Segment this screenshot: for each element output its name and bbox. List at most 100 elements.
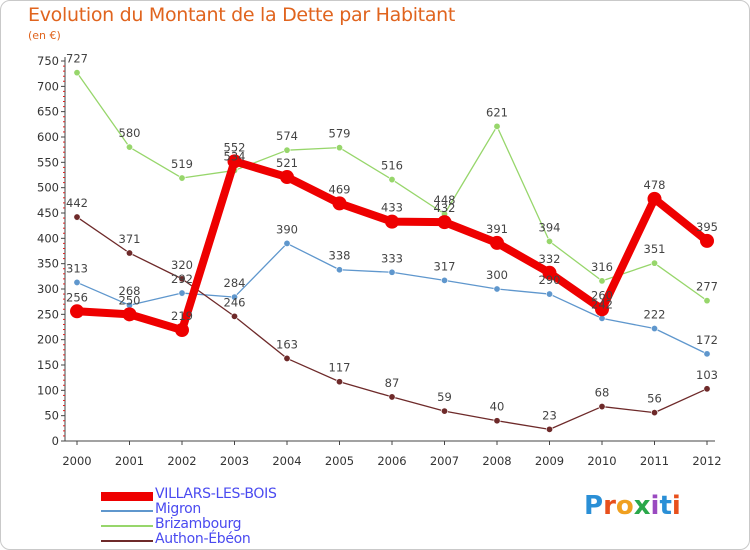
data-point bbox=[703, 297, 711, 305]
data-point bbox=[175, 323, 189, 338]
y-tick-label: 500 bbox=[37, 181, 59, 195]
data-point bbox=[440, 407, 448, 415]
data-label: 432 bbox=[434, 201, 456, 215]
chart-title: Evolution du Montant de la Dette par Hab… bbox=[28, 4, 456, 26]
data-label: 552 bbox=[224, 140, 246, 154]
legend-swatch bbox=[101, 540, 153, 542]
data-label: 317 bbox=[434, 259, 456, 273]
x-tick-label: 2010 bbox=[587, 454, 616, 468]
data-label: 580 bbox=[119, 126, 141, 140]
logo-letter: x bbox=[633, 491, 651, 521]
data-label: 390 bbox=[276, 222, 298, 236]
x-tick-label: 2001 bbox=[115, 454, 144, 468]
legend-swatch bbox=[101, 491, 153, 501]
data-point bbox=[493, 122, 501, 130]
data-label: 87 bbox=[385, 376, 400, 390]
y-tick-label: 50 bbox=[44, 409, 59, 423]
data-point bbox=[545, 237, 553, 245]
data-point bbox=[388, 176, 396, 184]
legend-label: VILLARS-LES-BOIS bbox=[155, 486, 277, 502]
logo-letter: o bbox=[615, 491, 634, 521]
data-label: 442 bbox=[66, 196, 88, 210]
data-label: 277 bbox=[696, 280, 718, 294]
data-label: 391 bbox=[486, 222, 508, 236]
y-tick-label: 450 bbox=[37, 206, 59, 220]
data-point bbox=[545, 290, 553, 298]
data-point bbox=[595, 302, 609, 317]
data-label: 163 bbox=[276, 337, 298, 351]
x-tick-label: 2006 bbox=[377, 454, 406, 468]
data-point bbox=[283, 239, 291, 247]
y-tick-label: 350 bbox=[37, 257, 59, 271]
data-point bbox=[280, 170, 294, 185]
data-label: 117 bbox=[329, 361, 351, 375]
data-point bbox=[545, 425, 553, 433]
data-label: 621 bbox=[486, 105, 508, 119]
y-tick-label: 100 bbox=[37, 383, 59, 397]
data-point bbox=[73, 278, 81, 286]
data-point bbox=[440, 276, 448, 284]
data-point bbox=[490, 235, 504, 250]
data-point bbox=[332, 196, 347, 211]
data-label: 284 bbox=[224, 276, 246, 290]
proxiti-logo: Proxiti bbox=[584, 491, 681, 521]
data-point bbox=[231, 293, 239, 301]
data-label: 433 bbox=[381, 201, 403, 215]
data-label: 516 bbox=[381, 159, 403, 173]
data-point bbox=[178, 174, 186, 182]
x-tick-label: 2007 bbox=[430, 454, 459, 468]
data-label: 103 bbox=[696, 368, 718, 382]
data-label: 256 bbox=[66, 290, 88, 304]
data-point bbox=[283, 146, 291, 154]
legend-label: Authon-Ébéon bbox=[155, 531, 251, 547]
data-point bbox=[73, 213, 81, 221]
data-label: 469 bbox=[329, 182, 351, 196]
data-point bbox=[650, 259, 658, 267]
y-tick-label: 650 bbox=[37, 105, 59, 119]
data-label: 172 bbox=[696, 333, 718, 347]
data-point bbox=[122, 307, 137, 322]
data-label: 574 bbox=[276, 129, 298, 143]
x-tick-label: 2009 bbox=[535, 454, 564, 468]
data-label: 519 bbox=[171, 157, 193, 171]
data-point bbox=[283, 354, 291, 362]
data-point bbox=[700, 233, 714, 248]
legend-swatch bbox=[101, 525, 153, 527]
chart-subtitle: (en €) bbox=[28, 29, 61, 42]
data-point bbox=[388, 268, 396, 276]
data-point bbox=[493, 417, 501, 425]
data-point bbox=[227, 154, 242, 169]
data-point bbox=[650, 325, 658, 333]
data-label: 316 bbox=[591, 260, 613, 274]
data-label: 246 bbox=[224, 295, 246, 309]
data-label: 478 bbox=[644, 178, 666, 192]
data-point bbox=[73, 69, 81, 77]
data-point bbox=[126, 249, 134, 257]
logo-letter: P bbox=[584, 491, 604, 521]
y-tick-label: 150 bbox=[37, 358, 59, 372]
data-point bbox=[703, 385, 711, 393]
data-point bbox=[178, 289, 186, 297]
data-label: 23 bbox=[542, 408, 557, 422]
data-point bbox=[647, 191, 662, 206]
x-tick-label: 2012 bbox=[692, 454, 721, 468]
logo-letter: t bbox=[659, 491, 672, 521]
chart-data-labels: 313 268 292 284 390 338 333 317 300 290 242 222 172 7… bbox=[66, 52, 718, 423]
data-label: 338 bbox=[329, 249, 351, 263]
data-label: 333 bbox=[381, 251, 403, 265]
x-tick-label: 2002 bbox=[167, 454, 196, 468]
legend-label: Brizambourg bbox=[155, 516, 242, 532]
logo-letter: i bbox=[650, 491, 660, 521]
data-label: 394 bbox=[539, 220, 561, 234]
chart-series bbox=[70, 69, 714, 433]
x-tick-label: 2003 bbox=[220, 454, 249, 468]
chart-axes: 0 50 100 150 200 250 300 350 400 450 500 550 600 650 7… bbox=[37, 54, 722, 468]
data-label: 68 bbox=[595, 386, 610, 400]
x-tick-label: 2004 bbox=[272, 454, 301, 468]
data-label: 727 bbox=[66, 52, 88, 66]
y-tick-label: 300 bbox=[37, 282, 59, 296]
data-point bbox=[231, 312, 239, 320]
data-label: 250 bbox=[119, 293, 141, 307]
y-tick-label: 400 bbox=[37, 231, 59, 245]
